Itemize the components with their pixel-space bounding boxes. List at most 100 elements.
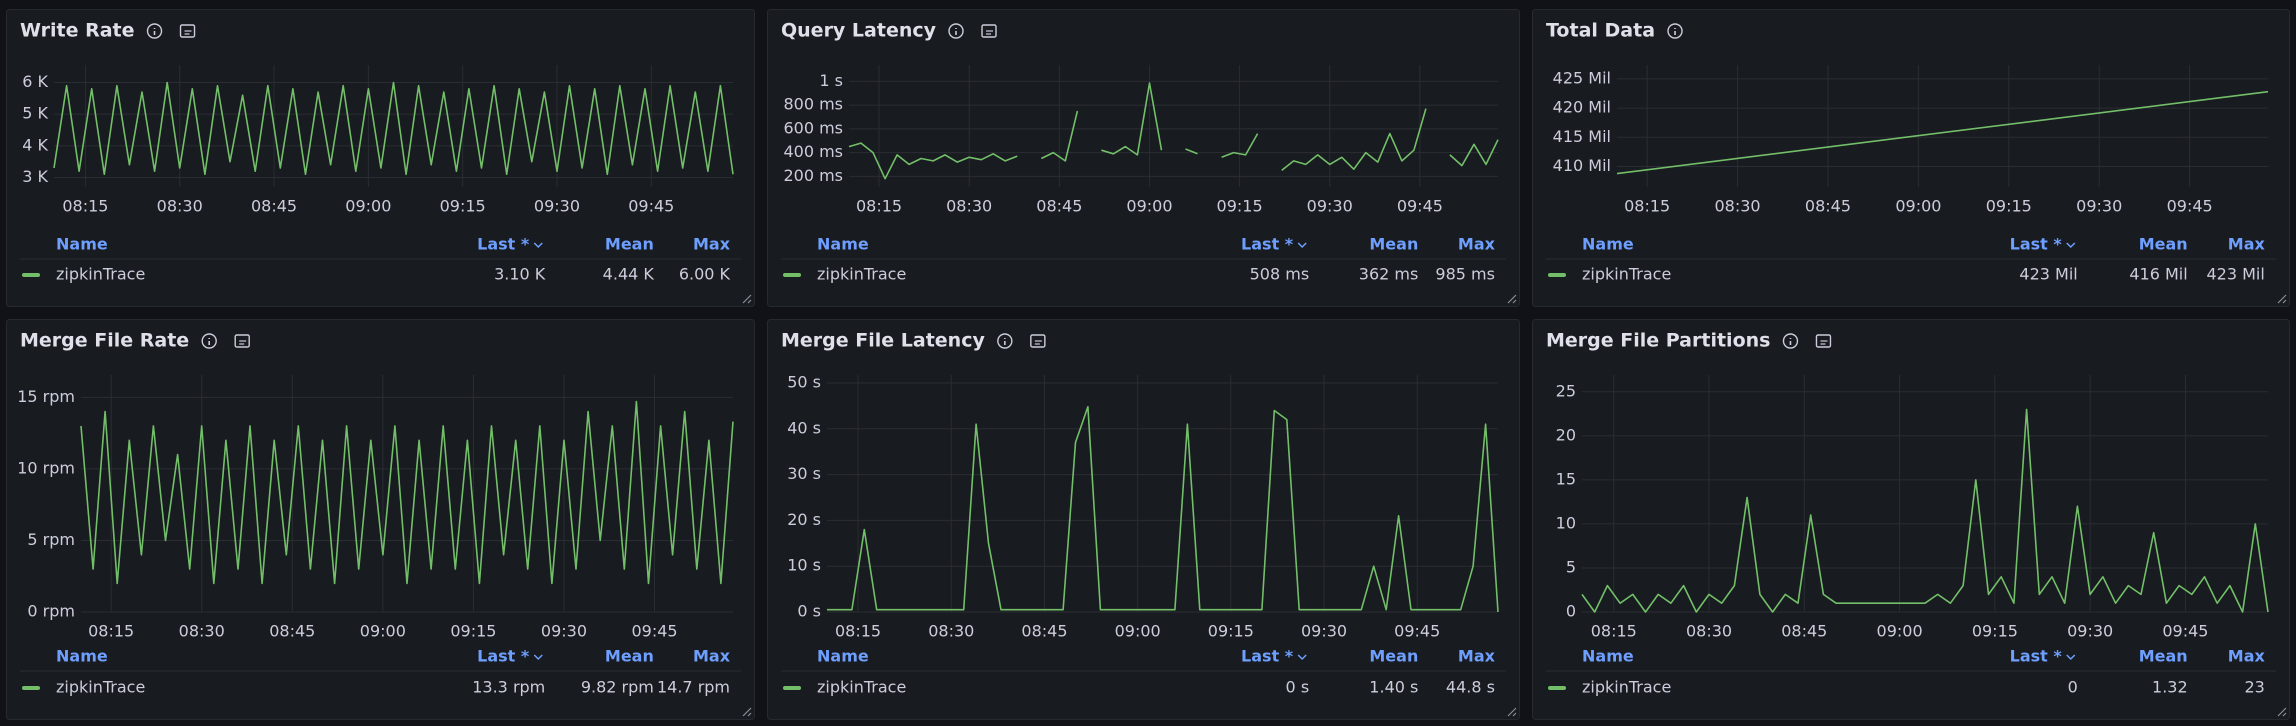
y-tick-label: 415 Mil (1553, 127, 1611, 146)
panel-background (1532, 319, 2290, 720)
legend-stat: 423 Mil (2019, 265, 2077, 284)
panel-title: Merge File Latency (781, 330, 985, 352)
info-icon-circle (146, 23, 163, 39)
sort-chevron (2066, 654, 2076, 661)
legend-header[interactable]: Last * (1241, 235, 1294, 254)
legend-header[interactable]: Max (2228, 647, 2266, 666)
legend-header[interactable]: Max (693, 647, 731, 666)
legend-header[interactable]: Max (1458, 647, 1496, 666)
info-icon[interactable] (1667, 23, 1683, 39)
legend-header[interactable]: Last * (477, 235, 530, 254)
x-tick-label: 08:30 (1715, 197, 1761, 216)
resize-handle[interactable] (742, 707, 752, 717)
x-tick-label: 09:00 (1126, 197, 1172, 216)
panel-links-icon[interactable] (234, 334, 250, 348)
legend-header[interactable]: Mean (2139, 647, 2188, 666)
x-tick-label: 08:30 (946, 197, 992, 216)
x-tick-label: 09:00 (1895, 197, 1941, 216)
series-line (1581, 408, 2269, 613)
legend-header[interactable]: Max (2228, 235, 2266, 254)
legend-stat: 416 Mil (2129, 265, 2187, 284)
y-tick-label: 20 s (787, 510, 821, 529)
panel-links-icon[interactable] (1815, 334, 1832, 348)
y-tick-label: 10 s (787, 556, 821, 575)
info-icon-circle (948, 23, 964, 39)
legend-header[interactable]: Name (817, 235, 869, 254)
sort-chevron (1297, 654, 1307, 661)
panel-background (767, 319, 1520, 720)
legend-header[interactable]: Mean (605, 235, 654, 254)
legend-name[interactable]: zipkinTrace (56, 265, 145, 284)
legend-header[interactable]: Mean (605, 647, 654, 666)
panel-links-icon[interactable] (1030, 334, 1046, 348)
legend-header[interactable]: Name (56, 235, 108, 254)
legend-stat: 0 (2068, 678, 2078, 697)
resize-handle[interactable] (1507, 707, 1517, 717)
panel-title: Merge File Rate (20, 330, 189, 352)
legend-header[interactable]: Name (1582, 647, 1634, 666)
x-tick-label: 09:15 (1217, 197, 1263, 216)
legend-name[interactable]: zipkinTrace (56, 678, 145, 697)
panel-background (1532, 9, 2290, 307)
y-tick-label: 410 Mil (1553, 156, 1611, 175)
y-tick-label: 1 s (819, 71, 843, 90)
info-icon[interactable] (997, 333, 1013, 349)
panel: Merge File Rate 0 rpm 5 rpm 10 rpm 15 rpm 08:… (6, 319, 755, 720)
info-icon-circle (1782, 333, 1799, 349)
y-tick-label: 600 ms (783, 118, 843, 137)
legend-header[interactable]: Mean (1369, 647, 1418, 666)
panel-links-icon[interactable] (179, 24, 196, 38)
legend-header[interactable]: Name (817, 647, 869, 666)
x-tick-label: 09:00 (345, 197, 391, 216)
panel: Merge File Partitions 0 5 10 15 20 25 08:15 08:3… (1532, 319, 2290, 720)
x-tick-label: 09:30 (534, 197, 580, 216)
legend-name[interactable]: zipkinTrace (817, 265, 906, 284)
legend-swatch[interactable] (22, 273, 40, 277)
legend-header[interactable]: Last * (2010, 647, 2063, 666)
resize-handle[interactable] (2277, 707, 2287, 717)
legend-stat: 362 ms (1359, 265, 1419, 284)
legend-swatch[interactable] (22, 686, 40, 690)
y-tick-label: 400 ms (783, 142, 843, 161)
legend-name[interactable]: zipkinTrace (1582, 678, 1671, 697)
y-tick-label: 30 s (787, 464, 821, 483)
legend-stat: 44.8 s (1446, 678, 1495, 697)
info-icon[interactable] (201, 333, 217, 349)
y-tick-label: 40 s (787, 418, 821, 437)
resize-handle[interactable] (2277, 294, 2287, 304)
y-tick-label: 10 (1556, 513, 1576, 532)
x-tick-label: 08:15 (856, 197, 902, 216)
info-icon[interactable] (1782, 333, 1799, 349)
y-tick-label: 0 s (797, 602, 821, 621)
legend-swatch[interactable] (783, 273, 801, 277)
legend-swatch[interactable] (1548, 686, 1566, 690)
legend-header[interactable]: Last * (477, 647, 530, 666)
resize-handle[interactable] (1507, 294, 1517, 304)
legend-header[interactable]: Last * (1241, 647, 1294, 666)
legend-header[interactable]: Name (1582, 235, 1634, 254)
legend-name[interactable]: zipkinTrace (817, 678, 906, 697)
legend-stat: 6.00 K (679, 265, 731, 284)
sort-chevron (533, 654, 543, 661)
legend-header[interactable]: Last * (2010, 235, 2063, 254)
legend-header[interactable]: Max (693, 235, 731, 254)
panel: Merge File Latency 0 s 10 s 20 s 30 s 40 s 50 … (767, 319, 1520, 720)
legend-header[interactable]: Max (1458, 235, 1496, 254)
legend-header[interactable]: Name (56, 647, 108, 666)
resize-handle[interactable] (742, 294, 752, 304)
x-tick-label: 08:15 (1591, 622, 1637, 641)
info-icon[interactable] (146, 23, 163, 39)
info-icon[interactable] (948, 23, 964, 39)
legend-swatch[interactable] (1548, 273, 1566, 277)
y-tick-label: 5 K (22, 104, 48, 123)
x-tick-label: 09:30 (2067, 622, 2113, 641)
legend-name[interactable]: zipkinTrace (1582, 265, 1671, 284)
x-tick-label: 09:45 (628, 197, 674, 216)
x-tick-label: 08:45 (1781, 622, 1827, 641)
sort-chevron (2066, 242, 2076, 249)
legend-header[interactable]: Mean (2139, 235, 2188, 254)
legend-swatch[interactable] (783, 686, 801, 690)
legend-header[interactable]: Mean (1369, 235, 1418, 254)
panel-links-icon[interactable] (981, 24, 997, 38)
